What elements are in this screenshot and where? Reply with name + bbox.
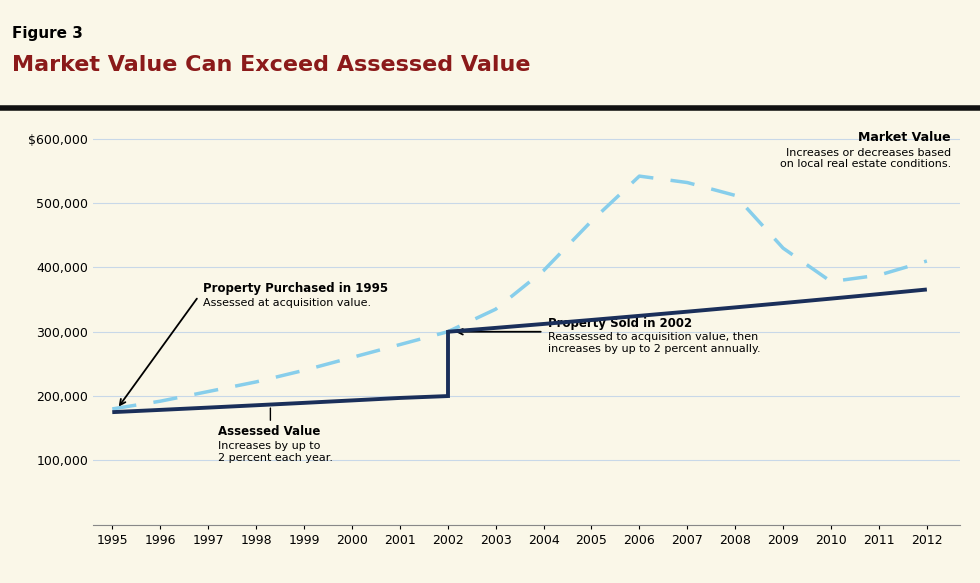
Text: Increases or decreases based
on local real estate conditions.: Increases or decreases based on local re… xyxy=(779,148,951,170)
Text: Market Value: Market Value xyxy=(858,131,951,144)
Text: Assessed at acquisition value.: Assessed at acquisition value. xyxy=(203,298,371,308)
Text: Assessed Value: Assessed Value xyxy=(218,425,320,438)
Text: Reassessed to acquisition value, then
increases by up to 2 percent annually.: Reassessed to acquisition value, then in… xyxy=(549,332,760,354)
Text: Property Purchased in 1995: Property Purchased in 1995 xyxy=(203,282,388,295)
Text: Property Sold in 2002: Property Sold in 2002 xyxy=(549,317,693,330)
Text: Figure 3: Figure 3 xyxy=(12,26,82,41)
Text: Increases by up to
2 percent each year.: Increases by up to 2 percent each year. xyxy=(218,441,332,463)
Text: Market Value Can Exceed Assessed Value: Market Value Can Exceed Assessed Value xyxy=(12,55,530,75)
